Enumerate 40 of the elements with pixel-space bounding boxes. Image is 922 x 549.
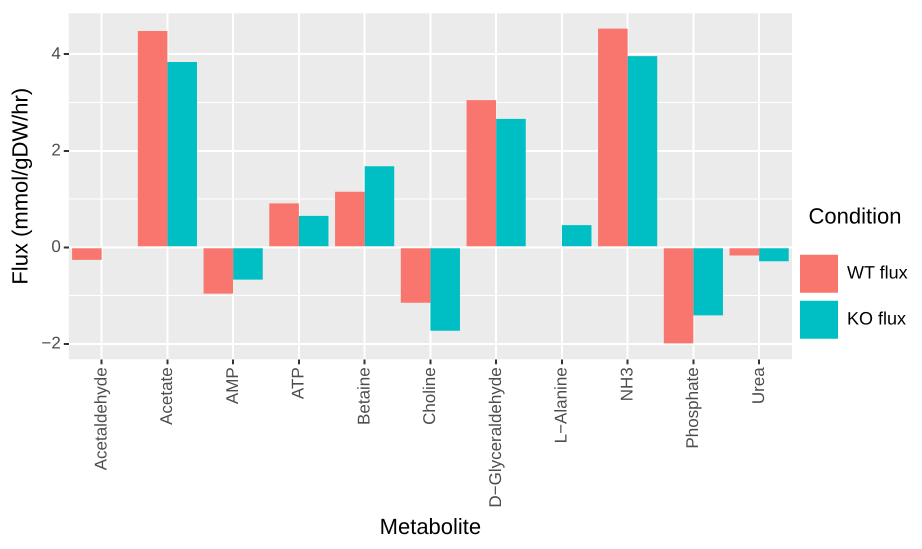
x-tick-label: Phosphate bbox=[683, 367, 702, 449]
bar bbox=[167, 62, 197, 246]
x-tick-label: AMP bbox=[222, 367, 242, 404]
y-tick-label: 4 bbox=[51, 44, 61, 63]
bar bbox=[364, 166, 394, 246]
legend-label: KO flux bbox=[847, 308, 906, 329]
bar bbox=[138, 31, 168, 246]
bar bbox=[430, 248, 460, 331]
x-tick-label: L−Alanine bbox=[552, 367, 571, 444]
y-tick-label: −2 bbox=[41, 334, 61, 353]
x-tick-label: Urea bbox=[748, 366, 768, 404]
legend-label: WT flux bbox=[847, 262, 908, 283]
x-tick-label: Acetaldehyde bbox=[91, 367, 110, 470]
bar bbox=[204, 248, 234, 294]
bar bbox=[664, 248, 694, 344]
bar bbox=[233, 248, 263, 280]
x-tick-label: ATP bbox=[288, 367, 308, 400]
bar bbox=[693, 248, 723, 316]
bar bbox=[466, 100, 496, 246]
x-tick-label: Betaine bbox=[354, 367, 374, 425]
bar bbox=[628, 56, 658, 246]
bar bbox=[562, 225, 592, 246]
bar bbox=[335, 192, 365, 246]
y-axis-title: Flux (mmol/gDW/hr) bbox=[7, 88, 32, 285]
bar bbox=[496, 118, 526, 246]
bar bbox=[269, 203, 299, 246]
x-tick-label: NH3 bbox=[617, 367, 636, 402]
bar bbox=[598, 28, 628, 246]
bar bbox=[72, 248, 102, 260]
bar bbox=[730, 248, 760, 256]
legend-title: Condition bbox=[808, 203, 902, 228]
y-tick-label: 0 bbox=[51, 236, 61, 256]
bar bbox=[298, 216, 328, 246]
x-tick-label: D−Glyceraldehyde bbox=[486, 367, 505, 508]
x-axis-title: Metabolite bbox=[380, 514, 482, 539]
y-tick-label: 2 bbox=[51, 140, 61, 160]
bar bbox=[400, 248, 430, 303]
x-tick-label: Acetate bbox=[157, 367, 176, 425]
bar bbox=[759, 248, 789, 262]
x-tick-label: Choline bbox=[420, 367, 440, 425]
